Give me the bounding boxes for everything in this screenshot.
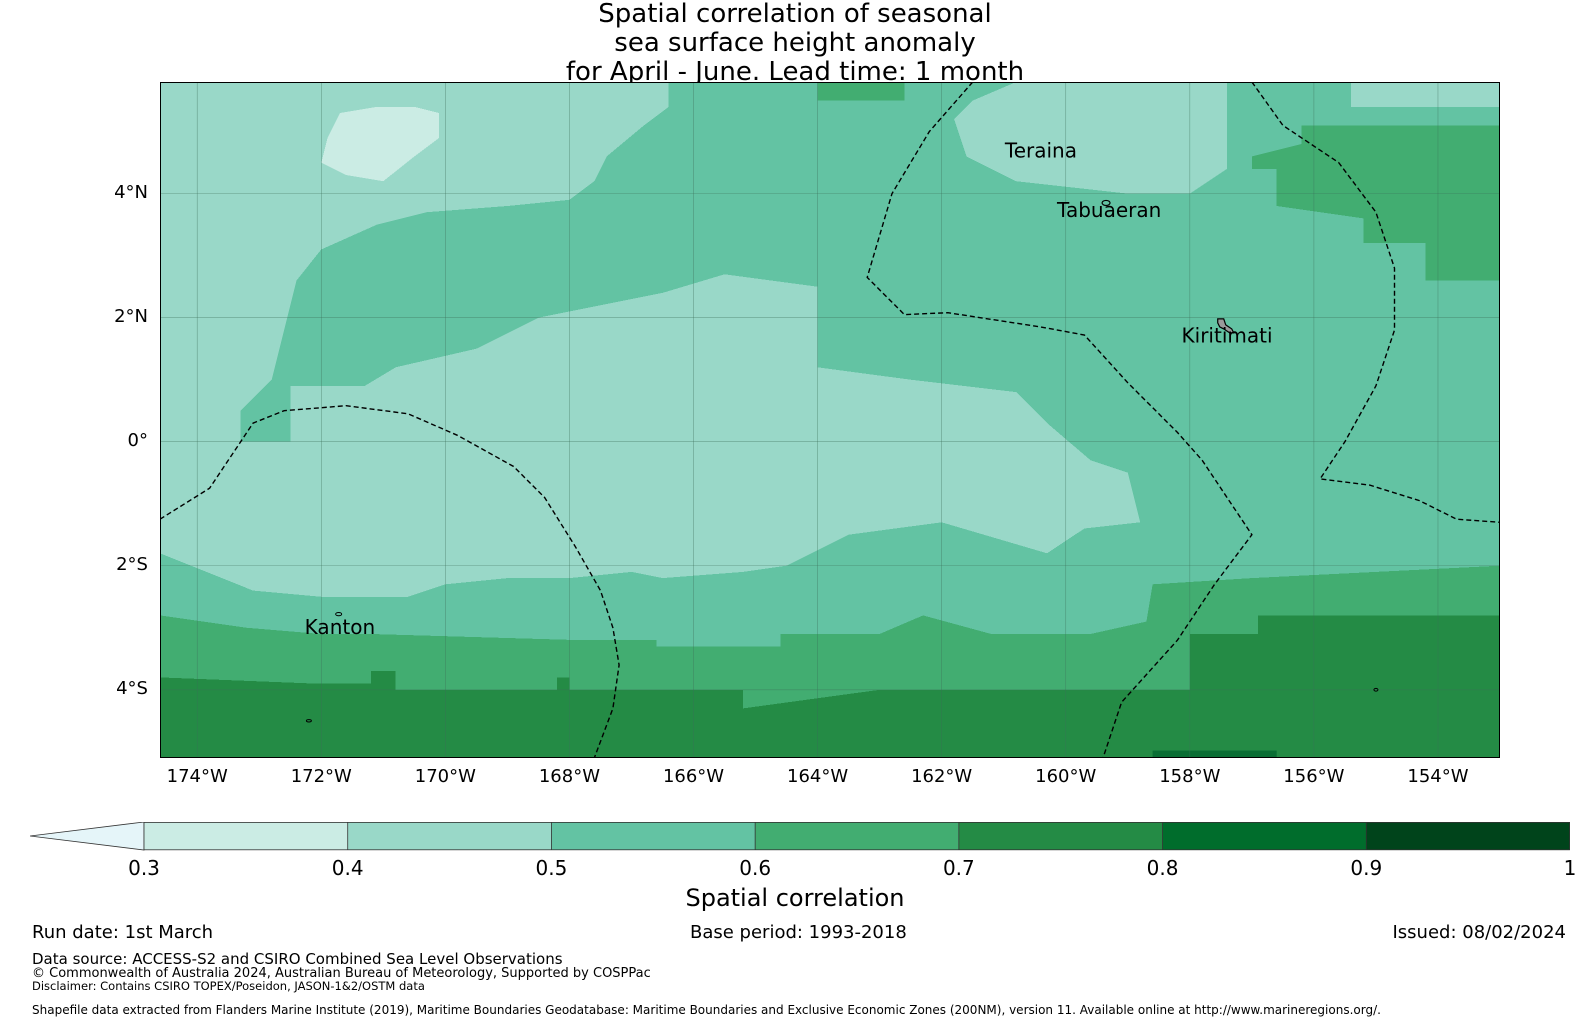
correlation-map: Teraina Tabuaeran Kiritimati Kanton bbox=[160, 82, 1500, 758]
lon-label: 156°W bbox=[1283, 766, 1345, 787]
kanton-outline bbox=[335, 612, 343, 617]
colorbar bbox=[30, 822, 1570, 851]
lat-label: 0° bbox=[127, 429, 148, 451]
small-island-outline bbox=[1373, 687, 1379, 692]
lon-label: 170°W bbox=[414, 766, 476, 787]
island-outlines bbox=[305, 199, 1379, 723]
title-line-2: sea surface height anomaly bbox=[614, 28, 976, 58]
disclaimer: Disclaimer: Contains CSIRO TOPEX/Poseido… bbox=[32, 979, 425, 993]
colorbar-tick-label: 0.5 bbox=[535, 856, 568, 880]
data-source: Data source: ACCESS-S2 and CSIRO Combine… bbox=[32, 950, 563, 968]
lon-label: 166°W bbox=[662, 766, 725, 787]
lat-label: 2°N bbox=[114, 305, 148, 327]
small-island-outline bbox=[305, 719, 312, 723]
colorbar-tick-label: 0.8 bbox=[1146, 856, 1179, 880]
title-line-3: for April - June. Lead time: 1 month bbox=[565, 57, 1025, 87]
place-label-tabuaeran: Tabuaeran bbox=[1056, 198, 1161, 222]
lon-label: 164°W bbox=[787, 766, 849, 787]
region-c06-4 bbox=[817, 82, 905, 101]
eez-boundaries bbox=[160, 82, 1500, 758]
colorbar-segment-4 bbox=[958, 822, 1164, 850]
chart-title: Spatial correlation of seasonal sea surf… bbox=[0, 0, 1590, 87]
colorbar-tick-label: 0.3 bbox=[128, 856, 160, 880]
lon-label: 154°W bbox=[1407, 766, 1469, 787]
region-c04-2 bbox=[954, 82, 1227, 194]
lon-label: 172°W bbox=[290, 766, 352, 787]
place-label-kanton: Kanton bbox=[305, 615, 375, 639]
colorbar-tick-label: 0.7 bbox=[942, 856, 975, 880]
colorbar-tick-label: 0.9 bbox=[1350, 856, 1383, 880]
colorbar-tick-label: 0.4 bbox=[331, 856, 364, 880]
place-label-kiritimati: Kiritimati bbox=[1182, 323, 1273, 347]
colorbar-tick-label: 1 bbox=[1563, 856, 1577, 880]
run-date: Run date: 1st March bbox=[32, 922, 214, 943]
lat-label: 4°N bbox=[114, 181, 148, 203]
lon-label: 160°W bbox=[1035, 766, 1097, 787]
lon-label: 158°W bbox=[1159, 766, 1221, 787]
place-labels: Teraina Tabuaeran Kiritimati Kanton bbox=[305, 139, 1273, 639]
colorbar-segment-3 bbox=[755, 822, 960, 850]
lat-label: 2°S bbox=[116, 553, 148, 575]
copyright: © Commonwealth of Australia 2024, Austra… bbox=[32, 966, 651, 981]
colorbar-extend-arrow bbox=[30, 822, 145, 851]
lon-label: 162°W bbox=[911, 766, 973, 787]
lat-label: 4°S bbox=[116, 677, 148, 699]
shapefile-credit: Shapefile data extracted from Flanders M… bbox=[32, 1003, 1381, 1017]
region-c03-1 bbox=[321, 106, 440, 182]
lon-label: 174°W bbox=[166, 766, 228, 787]
place-label-teraina: Teraina bbox=[1004, 139, 1077, 163]
title-line-1: Spatial correlation of seasonal bbox=[598, 0, 992, 29]
colorbar-segment-1 bbox=[347, 822, 552, 850]
map-frame bbox=[160, 82, 1500, 758]
tabuaeran-outline bbox=[1101, 199, 1111, 207]
colorbar-segment-5 bbox=[1162, 822, 1367, 850]
kiritimati-outline bbox=[1217, 318, 1235, 334]
region-c04-3 bbox=[1351, 82, 1500, 107]
eez-boundary-2 bbox=[1251, 82, 1500, 523]
lon-label: 168°W bbox=[538, 766, 601, 787]
region-0.8-strip bbox=[1152, 750, 1277, 758]
colorbar-title: Spatial correlation bbox=[685, 884, 905, 912]
colorbar-segment-6 bbox=[1366, 822, 1570, 850]
base-period: Base period: 1993-2018 bbox=[690, 922, 907, 943]
region-c04-0 bbox=[160, 82, 1141, 597]
colorbar-frame bbox=[143, 822, 1570, 851]
issued-date: Issued: 08/02/2024 bbox=[1392, 922, 1566, 943]
colorbar-segment-2 bbox=[551, 822, 756, 850]
correlation-regions bbox=[160, 82, 1500, 758]
colorbar-tick-label: 0.6 bbox=[739, 856, 772, 880]
colorbar-segment-0 bbox=[144, 822, 349, 850]
region-c07-7 bbox=[160, 615, 1500, 758]
map-gridlines bbox=[160, 82, 1500, 758]
eez-boundary-0 bbox=[160, 404, 620, 758]
eez-boundary-1 bbox=[866, 82, 1253, 758]
